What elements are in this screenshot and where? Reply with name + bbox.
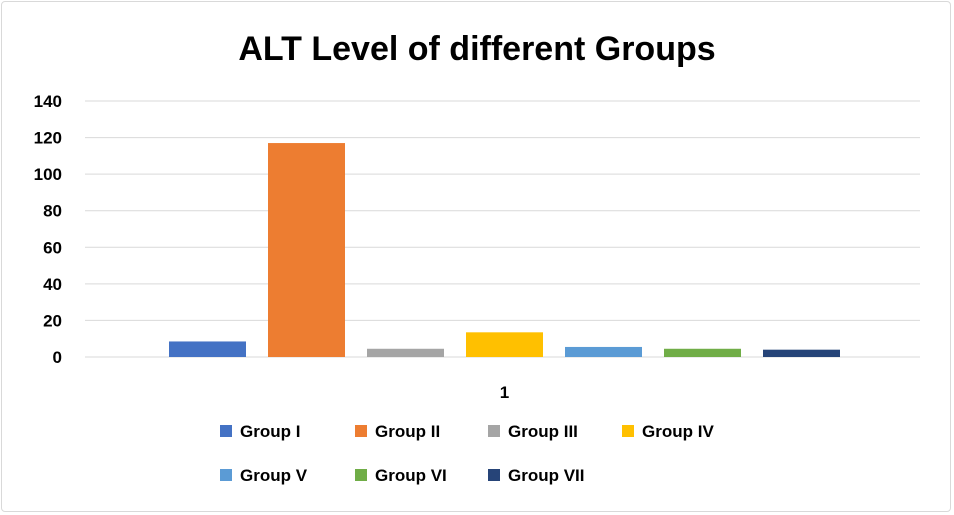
legend-label: Group III — [508, 422, 578, 441]
legend-item: Group V — [220, 466, 308, 485]
bar-group-iii — [367, 348, 444, 357]
legend-item: Group VI — [355, 466, 447, 485]
legend-swatch — [220, 425, 232, 437]
bar-group-ii — [268, 143, 345, 357]
bar-group-vi — [664, 348, 741, 357]
legend-swatch — [220, 469, 232, 481]
y-tick-label: 20 — [43, 311, 62, 330]
legend-label: Group IV — [642, 422, 714, 441]
y-tick-label: 140 — [34, 92, 62, 111]
legend-item: Group IV — [622, 422, 714, 441]
legend-swatch — [355, 469, 367, 481]
y-tick-label: 80 — [43, 202, 62, 221]
x-axis-ticks: 1 — [500, 383, 509, 402]
legend-item: Group VII — [488, 466, 585, 485]
legend-label: Group II — [375, 422, 440, 441]
bars — [169, 143, 840, 357]
legend-label: Group VII — [508, 466, 585, 485]
y-axis-ticks: 0 20 40 60 80 100 120 140 — [34, 92, 62, 367]
y-tick-label: 0 — [53, 348, 62, 367]
bar-group-vii — [763, 349, 840, 357]
y-tick-label: 60 — [43, 238, 62, 257]
y-tick-label: 120 — [34, 129, 62, 148]
legend-item: Group III — [488, 422, 578, 441]
legend-swatch — [355, 425, 367, 437]
chart-title: ALT Level of different Groups — [238, 30, 715, 68]
legend-label: Group VI — [375, 466, 447, 485]
y-tick-label: 40 — [43, 275, 62, 294]
legend-item: Group I — [220, 422, 300, 441]
legend-swatch — [488, 425, 500, 437]
legend: Group I Group II Group III Group IV Group V G… — [220, 422, 714, 485]
legend-swatch — [622, 425, 634, 437]
legend-label: Group V — [240, 466, 308, 485]
y-tick-label: 100 — [34, 165, 62, 184]
legend-item: Group II — [355, 422, 440, 441]
bar-group-i — [169, 341, 246, 357]
gridlines — [85, 100, 920, 358]
bar-group-iv — [466, 332, 543, 357]
legend-swatch — [488, 469, 500, 481]
legend-label: Group I — [240, 422, 300, 441]
x-tick-label: 1 — [500, 383, 509, 402]
bar-group-v — [565, 346, 642, 357]
